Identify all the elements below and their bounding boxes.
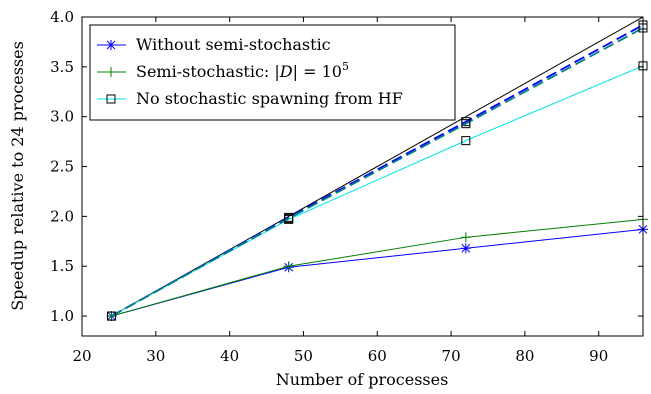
data-point-plus-marker: [460, 232, 471, 243]
data-point-square-marker: [461, 119, 471, 129]
legend-label-semi-stochastic: Semi-stochastic: |D| = 105: [136, 60, 349, 81]
legend-plus-marker-icon: [106, 67, 116, 77]
legend-item-semi-stochastic: Semi-stochastic: |D| = 105: [97, 60, 349, 81]
data-point-square-marker: [107, 311, 117, 321]
legend-square-marker-icon: [106, 94, 116, 104]
x-tick-label: 70: [442, 347, 461, 365]
x-tick-label: 60: [368, 347, 387, 365]
legend-label-no-stochastic-spawning: No stochastic spawning from HF: [136, 89, 403, 108]
x-axis-ticks: 20 30 40 50 60 70 80 90: [72, 17, 608, 365]
legend-item-without-semi-stochastic: Without semi-stochastic: [97, 35, 331, 54]
x-tick-label: 90: [589, 347, 608, 365]
legend: Without semi-stochastic Semi-stochastic:…: [89, 24, 456, 121]
y-tick-label: 1.0: [50, 307, 74, 325]
data-point-square-marker: [284, 213, 294, 223]
y-tick-label: 1.5: [50, 257, 74, 275]
x-tick-label: 30: [146, 347, 165, 365]
x-tick-label: 40: [220, 347, 239, 365]
x-axis-label: Number of processes: [276, 370, 449, 389]
x-tick-label: 80: [515, 347, 534, 365]
y-axis-label: Speedup relative to 24 processes: [8, 41, 27, 311]
data-point-plus-marker: [283, 261, 294, 272]
series-1: [106, 214, 648, 322]
data-point-square-marker: [461, 136, 471, 146]
data-point-x-marker: [460, 243, 471, 254]
series-line-4: [111, 27, 644, 317]
y-tick-label: 4.0: [50, 8, 74, 26]
series-layer: [106, 20, 648, 322]
legend-x-marker-icon: [106, 40, 116, 50]
y-tick-label: 2.5: [50, 158, 74, 176]
plot-frame: [81, 16, 644, 337]
x-tick-label: 20: [72, 347, 91, 365]
y-tick-label: 3.5: [50, 58, 74, 76]
y-axis-ticks: 1.0 1.5 2.0 2.5 3.0 3.5 4.0: [50, 8, 643, 325]
y-tick-label: 2.0: [50, 207, 74, 225]
y-tick-label: 3.0: [50, 108, 74, 126]
legend-item-no-stochastic-spawning: No stochastic spawning from HF: [97, 89, 403, 108]
series-line-1: [111, 218, 644, 317]
x-tick-label: 50: [294, 347, 313, 365]
legend-frame: [89, 24, 456, 121]
legend-label-without-semi-stochastic: Without semi-stochastic: [136, 35, 331, 54]
